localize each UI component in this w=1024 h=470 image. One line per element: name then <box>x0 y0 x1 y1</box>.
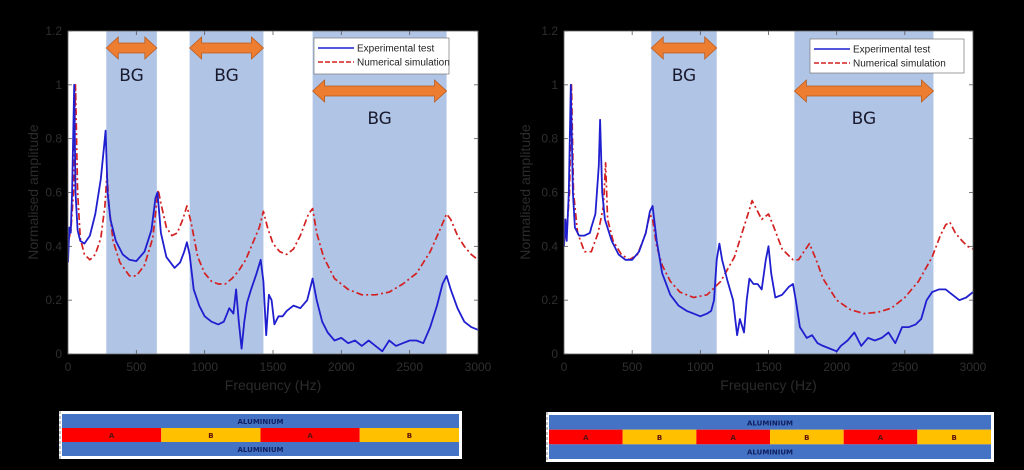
core-cell-b <box>917 429 991 445</box>
y-tick-label: 1.2 <box>45 24 62 38</box>
core-cell-a <box>549 429 623 445</box>
band-gap-region <box>794 31 934 354</box>
band-gap-arrow-icon <box>189 36 265 60</box>
x-tick-label: 2500 <box>891 360 918 374</box>
y-tick-label: 0 <box>55 347 62 361</box>
bottom-skin-layer <box>549 444 991 459</box>
legend-entry: Numerical simulation <box>357 58 450 69</box>
axes-frame <box>67 30 479 355</box>
core-cell-b <box>359 428 459 442</box>
x-tick-label: 1500 <box>755 360 782 374</box>
y-tick-label: 0.8 <box>45 132 62 146</box>
band-gap-arrow-icon <box>793 79 935 103</box>
x-axis-label: Frequency (Hz) <box>225 377 321 393</box>
y-tick-label: 0.8 <box>541 132 558 146</box>
legend-box <box>313 37 450 75</box>
experimental-test-line <box>564 83 973 353</box>
y-tick-label: 1 <box>55 78 62 92</box>
band-gap-arrow-icon <box>650 36 718 60</box>
core-cell-label: A <box>307 432 313 440</box>
y-tick-label: 0.2 <box>45 293 62 307</box>
x-tick-label: 2000 <box>823 360 850 374</box>
core-cell-label: A <box>109 432 115 440</box>
legend-box <box>809 38 965 74</box>
band-gap-region <box>189 31 264 354</box>
y-axis-label: Normalised amplitude <box>517 124 533 260</box>
y-tick-label: 0.4 <box>541 239 558 253</box>
band-gap-label: BG <box>367 109 392 129</box>
band-gap-label: BG <box>852 109 877 129</box>
legend-entry: Numerical simulation <box>853 59 946 70</box>
x-tick-label: 500 <box>622 360 642 374</box>
band-gap-region <box>106 31 157 354</box>
x-tick-label: 1000 <box>191 360 218 374</box>
bottom-skin-label: ALUMINIUM <box>747 449 793 457</box>
bottom-skin-label: ALUMINIUM <box>238 446 284 454</box>
core-cell-label: B <box>657 434 662 442</box>
core-cell-b <box>161 428 261 442</box>
x-tick-label: 1000 <box>687 360 714 374</box>
core-cell-label: A <box>730 434 736 442</box>
core-cell-label: B <box>407 432 412 440</box>
right-specimen-diagram: ALUMINIUM A B A B A B ALUMINIUM <box>546 412 994 462</box>
numerical-simulation-line <box>68 83 478 296</box>
legend: Experimental test Numerical simulation <box>313 37 450 75</box>
left-specimen-diagram: ALUMINIUM A B A B ALUMINIUM <box>59 411 462 459</box>
numerical-simulation-line <box>564 83 973 315</box>
top-skin-label: ALUMINIUM <box>238 418 284 426</box>
y-tick-label: 1 <box>551 78 558 92</box>
x-tick-label: 500 <box>126 360 146 374</box>
y-tick-label: 0.6 <box>541 186 558 200</box>
core-cell-a <box>696 429 770 445</box>
band-gap-label: BG <box>672 66 697 86</box>
x-tick-label: 0 <box>65 360 72 374</box>
core-cell-a <box>843 429 918 445</box>
top-skin-layer <box>549 415 991 430</box>
y-tick-label: 0.6 <box>45 186 62 200</box>
core-cell-a <box>260 428 360 442</box>
top-skin-layer <box>62 414 459 428</box>
band-gap-label: BG <box>214 66 239 86</box>
left-chart: 0 500 1000 1500 2000 2500 3000 0 0.2 0.4 0.6 0.8 1 1.… <box>25 24 492 393</box>
core-cell-label: A <box>583 434 589 442</box>
core-cell-label: B <box>804 434 809 442</box>
x-tick-label: 0 <box>561 360 568 374</box>
x-tick-label: 2000 <box>328 360 355 374</box>
x-tick-label: 3000 <box>465 360 492 374</box>
y-tick-label: 1.2 <box>541 24 558 38</box>
band-gap-arrow-icon <box>312 79 448 103</box>
bottom-skin-layer <box>62 442 459 456</box>
band-gap-label: BG <box>119 66 144 86</box>
y-tick-label: 0.4 <box>45 239 62 253</box>
x-axis-label: Frequency (Hz) <box>720 377 816 393</box>
band-gap-region <box>651 31 717 354</box>
right-chart: 0 500 1000 1500 2000 2500 3000 0 0.2 0.4 0.6 0.8 1 1.… <box>517 24 987 393</box>
legend: Experimental test Numerical simulation <box>809 38 965 74</box>
core-cell-label: B <box>951 434 956 442</box>
x-tick-label: 1500 <box>260 360 287 374</box>
core-cell-label: A <box>878 434 884 442</box>
legend-entry: Experimental test <box>853 45 930 56</box>
y-tick-label: 0.2 <box>541 293 558 307</box>
experimental-test-line <box>68 83 478 353</box>
core-cell-label: B <box>208 432 213 440</box>
core-cell-a <box>62 428 162 442</box>
band-gap-arrow-icon <box>105 36 158 60</box>
core-cell-b <box>622 429 697 445</box>
core-cell-b <box>770 429 844 445</box>
axes-frame <box>563 30 974 355</box>
top-skin-label: ALUMINIUM <box>747 419 793 427</box>
band-gap-region <box>312 31 447 354</box>
y-tick-label: 0 <box>551 347 558 361</box>
x-tick-label: 3000 <box>960 360 987 374</box>
x-tick-label: 2500 <box>396 360 423 374</box>
legend-entry: Experimental test <box>357 44 434 55</box>
y-axis-label: Normalised amplitude <box>25 124 41 260</box>
